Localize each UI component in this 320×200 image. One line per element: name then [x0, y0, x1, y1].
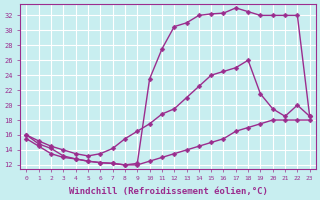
X-axis label: Windchill (Refroidissement éolien,°C): Windchill (Refroidissement éolien,°C) — [68, 187, 268, 196]
